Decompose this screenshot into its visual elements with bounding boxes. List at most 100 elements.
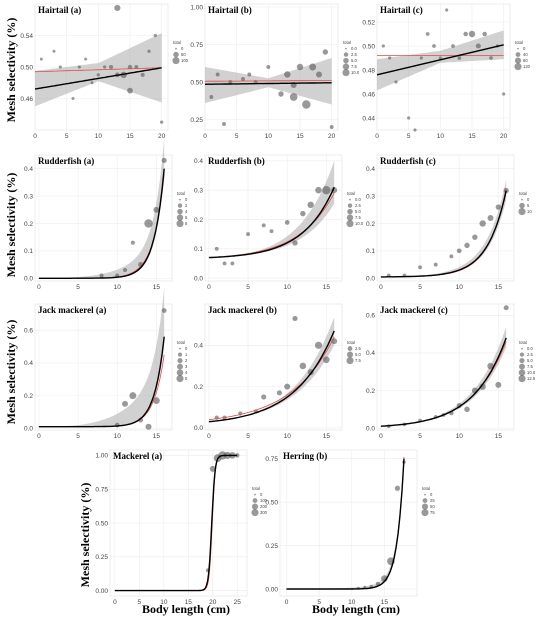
- fitted-curve: [208, 186, 335, 259]
- data-point-10: [289, 93, 298, 101]
- legend-entry-1: 2: [185, 203, 188, 208]
- x-tick-label-2: 10: [114, 284, 122, 291]
- legend-symbol-1: [173, 51, 179, 58]
- legend-symbol-3: [421, 509, 429, 517]
- data-point-11: [322, 185, 331, 195]
- legend-entry-1: 2.5: [355, 203, 361, 208]
- data-point-8: [103, 65, 107, 69]
- data-point-1: [222, 261, 227, 266]
- x-tick-label-4: 20: [500, 133, 508, 140]
- legend-symbol-3: [519, 363, 525, 370]
- data-point-15: [482, 31, 487, 37]
- legend-entry-0: 0: [181, 46, 184, 51]
- legend-entry-2: 200: [260, 504, 268, 509]
- data-point-4: [449, 254, 454, 259]
- y-tick-label-0: 0.0: [194, 425, 203, 432]
- legend-entry-0: 0: [185, 346, 188, 351]
- y-tick-label-1: 0.50: [190, 79, 203, 86]
- fitted-curve: [376, 44, 504, 76]
- legend-symbol-5: [518, 375, 526, 383]
- data-point-5: [269, 229, 274, 234]
- legend-title: total: [252, 486, 260, 491]
- x-tick-label-3: 15: [495, 284, 503, 291]
- data-point-10: [315, 186, 322, 194]
- panel-5: 0 5 10 15 0.0 0.1 0.2 0.3 0.4 Rudderfish (b) total…: [194, 154, 364, 291]
- y-tick-label-0: 0.0: [24, 426, 33, 433]
- x-tick-label-0: 0: [33, 133, 37, 140]
- x-tick-label-3: 15: [323, 284, 331, 291]
- data-point-6: [161, 308, 167, 313]
- y-tick-label-3: 0.75: [265, 456, 278, 463]
- data-point-9: [445, 8, 449, 12]
- data-point-5: [84, 57, 88, 61]
- legend-symbol-3: [514, 63, 522, 71]
- legend-entry-3: 6: [185, 215, 188, 220]
- y-tick-label-4: 0.4: [24, 166, 33, 173]
- legend-symbol-1: [346, 351, 354, 358]
- legend-title: total: [422, 486, 430, 491]
- legend-entry-2: 5.0: [527, 358, 533, 363]
- x-tick-label-0: 0: [113, 599, 117, 606]
- panel-2: 0 5 10 15 20 0.25 0.50 0.75 1.00 Hairtail (b) tota…: [190, 3, 360, 140]
- data-point-9: [284, 71, 291, 78]
- legend-symbol-5: [176, 375, 184, 383]
- y-axis-label-row1: Mesh selectivity (%): [4, 18, 18, 123]
- data-point-7: [161, 157, 167, 164]
- plot-area: [204, 303, 343, 431]
- x-tick-label-3: 15: [381, 599, 389, 606]
- legend-entry-0: 0: [260, 492, 263, 497]
- fitted-curve: [380, 190, 507, 278]
- data-point-10: [314, 341, 323, 349]
- x-tick-label-2: 10: [456, 433, 464, 440]
- x-tick-label-3: 15: [323, 433, 331, 440]
- panel-title: Jack mackerel (c): [380, 305, 448, 315]
- legend-symbol-0: [179, 198, 181, 201]
- panel-title: Rudderfish (a): [38, 156, 94, 166]
- x-tick-label-0: 0: [379, 284, 383, 291]
- panel-title: Hairtail (c): [380, 5, 423, 15]
- x-tick-label-0: 0: [203, 133, 207, 140]
- fitted-curve: [38, 168, 165, 279]
- y-tick-label-0: 0.00: [265, 586, 278, 593]
- y-tick-label-4: 0.4: [194, 158, 203, 165]
- x-axis-label-left: Body length (cm): [142, 602, 230, 616]
- legend-entry-4: 8: [185, 221, 188, 226]
- x-tick-label-1: 5: [65, 133, 69, 140]
- data-point-17: [147, 49, 151, 53]
- y-tick-label-0: 0.25: [190, 117, 203, 124]
- legend-entry-4: 10.0: [527, 370, 536, 375]
- x-tick-label-4: 20: [328, 133, 336, 140]
- y-tick-label-3: 0.3: [194, 187, 203, 194]
- data-point-5: [456, 248, 462, 254]
- y-tick-label-0: 0.44: [362, 115, 375, 122]
- data-point-11: [495, 381, 502, 388]
- x-tick-label-1: 5: [317, 599, 321, 606]
- y-tick-label-2: 0.48: [362, 67, 375, 74]
- legend-symbol-1: [515, 52, 521, 58]
- data-point-2: [58, 65, 62, 69]
- y-tick-label-0: 0.0: [366, 276, 375, 283]
- data-point-2: [129, 392, 137, 400]
- x-tick-label-4: 20: [209, 599, 217, 606]
- data-point-15: [316, 71, 322, 78]
- panel-8: 0 5 10 15 0.0 0.2 0.4 Jack mackerel (b) total2.5…: [194, 303, 361, 440]
- y-axis-label-row2: Mesh selectivity (%): [4, 173, 18, 278]
- x-tick-label-0: 0: [207, 433, 211, 440]
- legend-entry-5: 5: [185, 376, 188, 381]
- x-tick-label-1: 5: [76, 433, 80, 440]
- legend-symbol-2: [177, 358, 183, 364]
- data-point-8: [278, 91, 284, 97]
- legend-symbol-0: [179, 347, 181, 350]
- data-point-8: [479, 220, 486, 227]
- panel-9: 0 5 10 15 0.0 0.2 0.4 0.6 Jack mackerel (c) total…: [366, 303, 536, 440]
- legend-entry-3: 75: [430, 510, 435, 515]
- data-point-18: [502, 92, 506, 96]
- data-point-5: [247, 72, 252, 77]
- y-tick-label-0: 0.0: [24, 276, 33, 283]
- legend-title: total: [519, 191, 527, 196]
- data-point-2: [230, 261, 235, 266]
- y-tick-label-1: 0.2: [194, 384, 203, 391]
- legend-symbol-4: [518, 369, 526, 376]
